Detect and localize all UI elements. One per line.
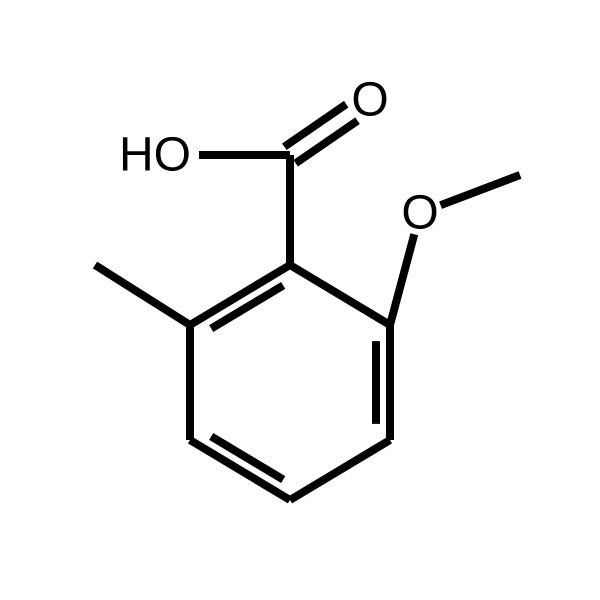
bond-line bbox=[95, 265, 190, 325]
bond-line bbox=[441, 175, 520, 205]
bond-line bbox=[290, 265, 390, 325]
atom-label-o2h: HO bbox=[119, 129, 191, 182]
molecule-diagram: O HO O bbox=[0, 0, 600, 600]
bond-line bbox=[284, 104, 346, 147]
atom-label-o1: O bbox=[351, 74, 388, 127]
bond-line bbox=[190, 265, 290, 325]
bond-line bbox=[190, 440, 290, 500]
bond-line bbox=[390, 234, 414, 325]
bond-line bbox=[290, 440, 390, 500]
bond-line bbox=[296, 121, 358, 164]
atom-label-o3: O bbox=[401, 187, 438, 240]
